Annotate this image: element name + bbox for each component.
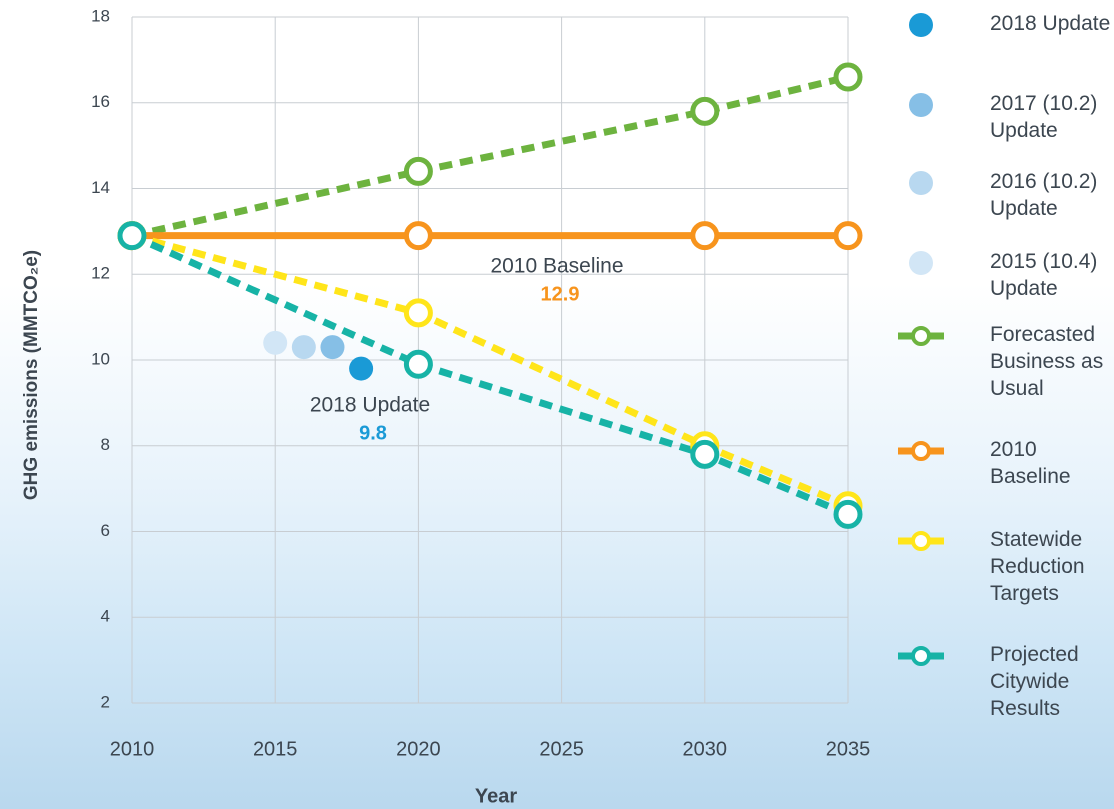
legend-label: 2015 (10.4) Update: [990, 248, 1114, 302]
legend-label: Statewide Reduction Targets: [990, 526, 1114, 607]
legend-marker: [913, 533, 929, 549]
x-tick-label: 2020: [396, 738, 441, 760]
y-tick-label: 12: [91, 264, 110, 283]
legend-marker: [909, 251, 933, 275]
y-tick-label: 8: [101, 435, 110, 454]
chart: Year GHG emissions (MMTCO₂e) 2 4 6 8 10 12 14 1…: [0, 0, 1114, 809]
scatter-point: [292, 335, 316, 359]
line-point: [836, 224, 860, 248]
x-tick-label: 2025: [539, 738, 584, 760]
legend-marker: [913, 648, 929, 664]
y-tick-label: 16: [91, 92, 110, 111]
scatter-point: [263, 331, 287, 355]
x-tick-label: 2015: [253, 738, 298, 760]
y-axis-label: GHG emissions (MMTCO₂e): [21, 250, 42, 500]
scatter-point: [320, 335, 344, 359]
line-point: [406, 352, 430, 376]
line-point: [406, 224, 430, 248]
line-point: [693, 442, 717, 466]
legend-label: Forecasted Business as Usual: [990, 321, 1114, 402]
y-tick-label: 10: [91, 349, 110, 368]
annotation: 2018 Update: [310, 394, 430, 417]
y-tick-label: 2: [101, 692, 110, 711]
legend-label: 2010 Baseline: [990, 436, 1114, 490]
line-point: [406, 159, 430, 183]
line-point: [836, 502, 860, 526]
annotation-value: 12.9: [541, 283, 580, 305]
legend-marker: [909, 93, 933, 117]
x-tick-label: 2010: [110, 738, 155, 760]
line-point: [693, 99, 717, 123]
lines-layer: [132, 77, 848, 514]
series-line: [132, 77, 848, 236]
y-tick-label: 14: [91, 178, 110, 197]
legend-marker: [913, 328, 929, 344]
legend-marker: [913, 443, 929, 459]
y-tick-label: 18: [91, 6, 110, 25]
legend-label: Projected Citywide Results: [990, 641, 1114, 722]
legend-marker: [909, 13, 933, 37]
legend-label: 2018 Update: [990, 10, 1114, 37]
scatter-point: [349, 357, 373, 381]
x-axis-label: Year: [475, 785, 517, 807]
legend-label: 2017 (10.2) Update: [990, 90, 1114, 144]
y-tick-label: 4: [101, 607, 110, 626]
points-layer: [120, 65, 860, 526]
line-point: [406, 301, 430, 325]
line-point: [836, 65, 860, 89]
y-tick-label: 6: [101, 521, 110, 540]
line-point: [693, 224, 717, 248]
legend-marker: [909, 171, 933, 195]
x-tick-label: 2030: [683, 738, 728, 760]
page: Year GHG emissions (MMTCO₂e) 2 4 6 8 10 12 14 1…: [0, 0, 1114, 809]
annotation: 2010 Baseline: [490, 255, 623, 278]
legend-label: 2016 (10.2) Update: [990, 168, 1114, 222]
line-point: [120, 224, 144, 248]
annotation-value: 9.8: [359, 422, 387, 444]
x-tick-label: 2035: [826, 738, 871, 760]
